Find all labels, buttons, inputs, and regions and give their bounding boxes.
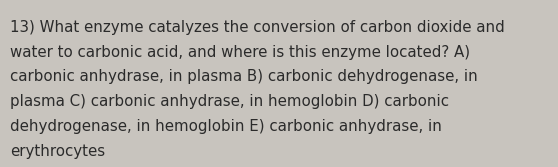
Text: carbonic anhydrase, in plasma B) carbonic dehydrogenase, in: carbonic anhydrase, in plasma B) carboni… [10,69,478,85]
Text: plasma C) carbonic anhydrase, in hemoglobin D) carbonic: plasma C) carbonic anhydrase, in hemoglo… [10,94,449,109]
Text: erythrocytes: erythrocytes [10,144,105,159]
Text: water to carbonic acid, and where is this enzyme located? A): water to carbonic acid, and where is thi… [10,45,470,60]
Text: dehydrogenase, in hemoglobin E) carbonic anhydrase, in: dehydrogenase, in hemoglobin E) carbonic… [10,119,442,134]
Text: 13) What enzyme catalyzes the conversion of carbon dioxide and: 13) What enzyme catalyzes the conversion… [10,20,505,35]
